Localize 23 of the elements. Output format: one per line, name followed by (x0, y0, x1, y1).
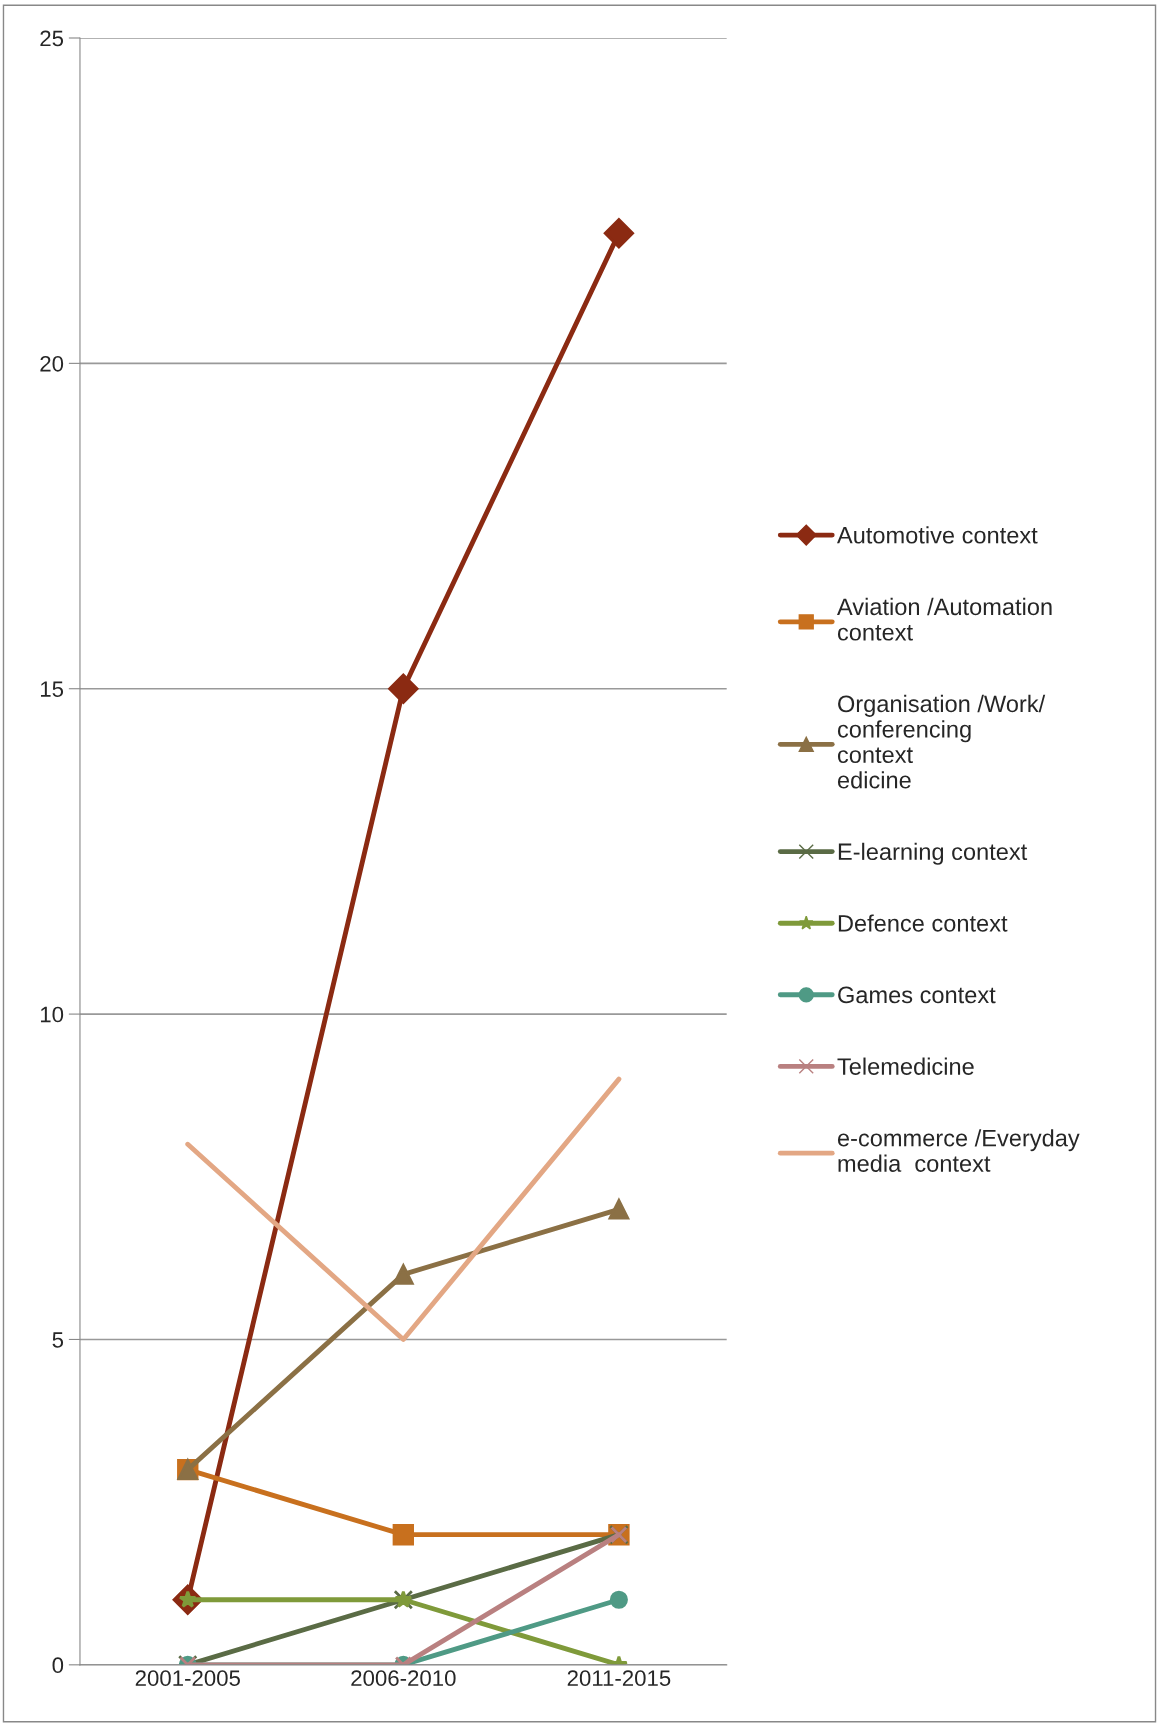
point (393, 1264, 414, 1285)
point (388, 673, 419, 704)
y-tick-label: 5 (52, 1332, 64, 1348)
legend-label: Aviation /Automation context (836, 597, 1052, 641)
point (608, 1199, 630, 1220)
legend-label: e-commerce /Everyday media context (837, 1129, 1080, 1172)
x-tick-label: 2011-2015 (567, 1670, 671, 1687)
legend-label: Organisation /Work/ conferencing context edicine (837, 694, 1046, 789)
legend-label: Games context (838, 986, 996, 1004)
y-tick-label: 15 (40, 681, 64, 697)
legend-label: Telemedicine (837, 1057, 974, 1075)
x-tick-label: 2006-2010 (351, 1670, 456, 1687)
legend-label: Automotive context (836, 526, 1038, 544)
y-tick-label: 20 (40, 355, 64, 372)
legend-label: Defence context (838, 914, 1008, 932)
point (603, 218, 635, 249)
point (392, 1523, 415, 1546)
point (609, 1590, 628, 1609)
legend-label: E-learning context (838, 842, 1028, 865)
x-tick-label: 2001-2005 (135, 1670, 240, 1687)
y-tick-label: 25 (40, 30, 64, 47)
y-tick-label: 10 (40, 1006, 64, 1023)
y-tick-label: 0 (52, 1657, 64, 1674)
